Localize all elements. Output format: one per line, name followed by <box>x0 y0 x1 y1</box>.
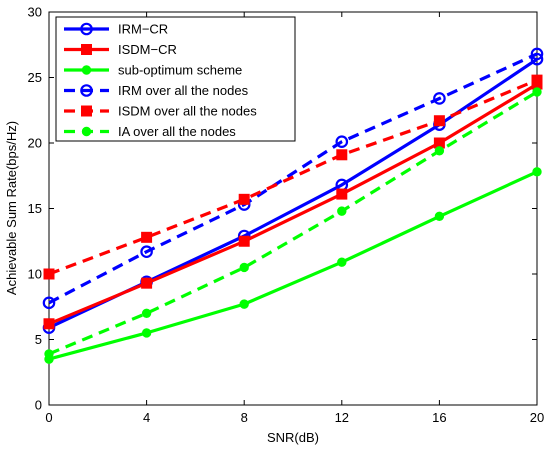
legend-marker <box>81 126 92 137</box>
x-tick-label: 20 <box>530 410 544 425</box>
x-tick-label: 0 <box>45 410 52 425</box>
legend-entry: IA over all the nodes <box>64 124 236 139</box>
data-point <box>434 146 445 156</box>
data-point <box>532 87 542 97</box>
legend-marker <box>80 84 93 97</box>
legend-marker <box>81 44 92 55</box>
legend-label: IRM over all the nodes <box>118 83 249 98</box>
series-5 <box>43 74 543 280</box>
data-point <box>337 206 347 216</box>
data-point <box>239 299 249 309</box>
y-tick-label: 20 <box>28 136 42 151</box>
x-tick-label: 4 <box>143 410 150 425</box>
legend-marker <box>80 22 93 36</box>
legend-marker <box>81 65 92 75</box>
legend-entry: sub-optimum scheme <box>64 63 242 78</box>
data-point <box>44 349 54 359</box>
data-point <box>336 188 348 200</box>
series-3 <box>44 167 542 364</box>
data-point <box>141 277 153 289</box>
x-tick-label: 8 <box>241 410 248 425</box>
y-axis-label: Achievable Sum Rate(bps/Hz) <box>4 121 19 295</box>
x-axis-label: SNR(dB) <box>267 430 319 445</box>
data-point <box>433 115 445 127</box>
y-tick-label: 30 <box>28 5 42 20</box>
legend-label: IRM−CR <box>118 22 168 37</box>
legend-label: IA over all the nodes <box>118 124 236 139</box>
legend-entry: ISDM−CR <box>64 42 177 57</box>
legend-label: ISDM over all the nodes <box>118 104 257 119</box>
data-point <box>238 235 250 247</box>
series-line <box>48 82 538 326</box>
series-line <box>48 90 538 356</box>
data-point <box>239 262 249 273</box>
legend-box <box>55 16 296 142</box>
x-tick-label: 16 <box>432 410 446 425</box>
data-point <box>530 47 544 61</box>
data-point <box>43 268 55 280</box>
data-point <box>532 167 542 177</box>
legend-marker <box>81 105 92 117</box>
legend-entry: IRM−CR <box>64 22 168 37</box>
legend-entry: ISDM over all the nodes <box>64 104 257 119</box>
data-point <box>433 92 446 105</box>
data-point <box>336 149 348 161</box>
y-tick-label: 25 <box>28 70 42 85</box>
y-tick-label: 15 <box>28 201 42 216</box>
data-point <box>238 193 250 205</box>
y-tick-label: 5 <box>35 332 42 347</box>
data-point <box>434 211 445 222</box>
y-tick-label: 10 <box>28 267 42 282</box>
data-point <box>141 328 152 338</box>
data-point <box>337 257 347 267</box>
series-6 <box>44 87 542 359</box>
data-point <box>141 231 153 243</box>
series-line <box>48 52 538 305</box>
series-line <box>48 170 538 361</box>
x-axis: 0 4 8 12 16 20 <box>45 12 544 425</box>
y-tick-label: 0 <box>35 398 42 413</box>
legend-label: sub-optimum scheme <box>118 63 242 78</box>
data-point <box>42 296 56 310</box>
data-point <box>141 308 152 318</box>
series-group <box>42 47 544 364</box>
data-point <box>531 74 543 86</box>
legend-label: ISDM−CR <box>118 42 177 57</box>
y-axis: 0 5 10 15 20 25 30 <box>28 5 537 413</box>
data-point <box>335 135 349 148</box>
data-point <box>43 318 55 330</box>
legend: IRM−CR ISDM−CR sub-optimum scheme IRM over … <box>55 16 296 142</box>
data-point <box>140 245 153 259</box>
x-tick-label: 12 <box>335 410 349 425</box>
legend-entry: IRM over all the nodes <box>64 83 249 98</box>
series-line <box>48 78 538 276</box>
